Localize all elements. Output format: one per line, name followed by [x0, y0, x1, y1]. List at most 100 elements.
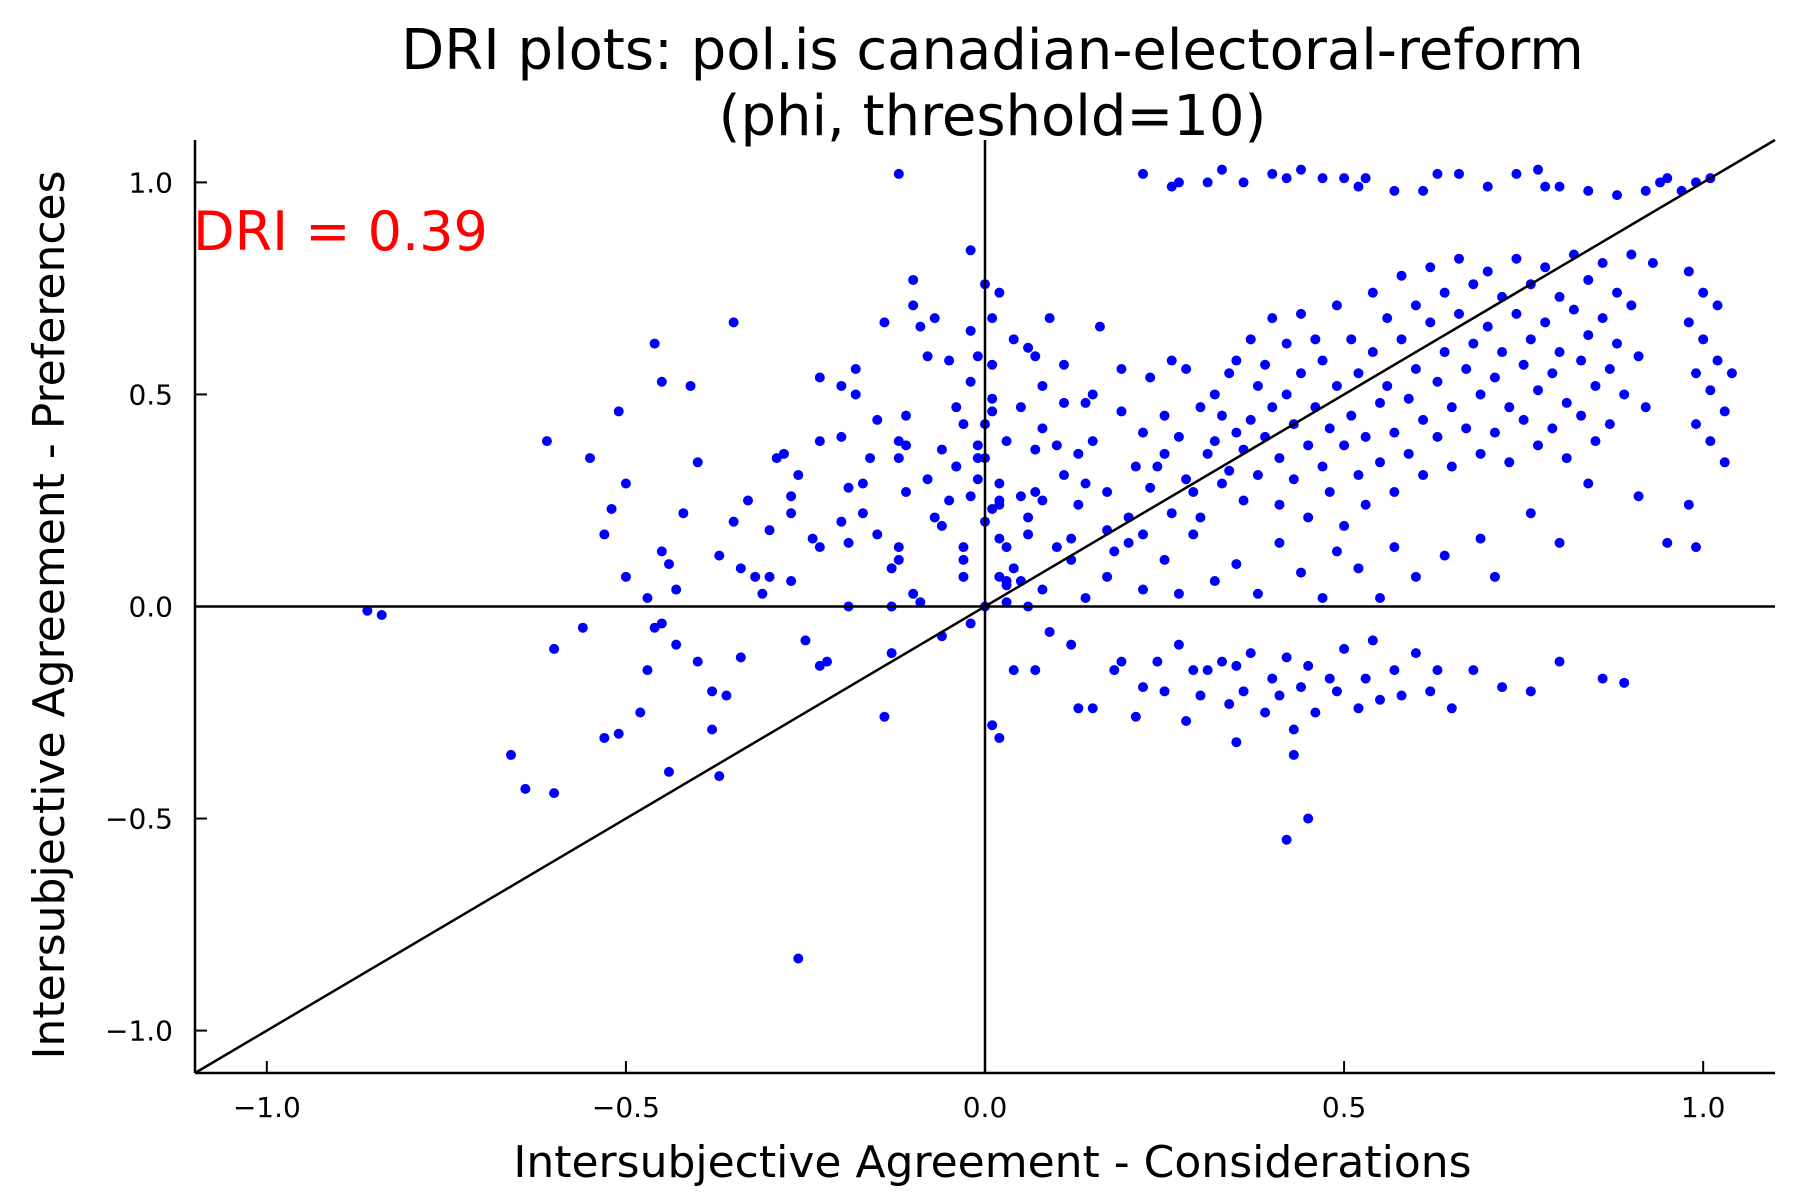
data-point: [671, 584, 682, 595]
data-point: [843, 482, 854, 493]
data-point: [1331, 686, 1342, 697]
data-point: [671, 639, 682, 650]
data-point: [915, 321, 926, 332]
data-point: [1116, 364, 1127, 375]
data-point: [656, 376, 667, 387]
data-point: [1310, 334, 1321, 345]
data-point: [1489, 427, 1500, 438]
data-point: [1209, 576, 1220, 587]
data-point: [814, 436, 825, 447]
data-point: [901, 440, 911, 451]
data-point: [1087, 436, 1098, 447]
data-point: [692, 457, 703, 468]
data-point: [893, 554, 904, 565]
data-point: [822, 656, 832, 667]
data-point: [1109, 665, 1120, 676]
data-point: [901, 486, 911, 497]
data-point: [1612, 287, 1622, 298]
data-point: [1080, 478, 1091, 489]
data-point: [1008, 665, 1019, 676]
data-point: [807, 533, 818, 544]
data-point: [929, 313, 940, 324]
data-point: [757, 588, 768, 599]
data-point: [1224, 699, 1235, 710]
data-point: [987, 406, 998, 417]
data-point: [922, 351, 933, 362]
data-point: [944, 495, 955, 506]
data-point: [1310, 707, 1321, 718]
data-point: [958, 554, 969, 565]
data-point: [994, 287, 1005, 298]
data-point: [958, 419, 969, 430]
data-point: [721, 690, 732, 701]
data-point: [1008, 563, 1019, 574]
data-point: [1640, 185, 1651, 196]
chart-title-line-2: (phi, threshold=10): [718, 84, 1267, 149]
data-point: [901, 410, 911, 421]
data-point: [1173, 639, 1184, 650]
data-point: [1166, 355, 1177, 366]
data-point: [1059, 359, 1069, 370]
data-point: [1296, 368, 1306, 379]
data-point: [1461, 423, 1472, 434]
data-point: [951, 402, 962, 413]
data-point: [1030, 665, 1041, 676]
data-point: [1159, 686, 1170, 697]
data-point: [1044, 313, 1055, 324]
data-point: [1267, 313, 1278, 324]
data-point: [1037, 423, 1048, 434]
data-point: [1604, 419, 1615, 430]
data-point: [1439, 347, 1450, 358]
data-point: [1073, 499, 1084, 510]
dri-annotation: DRI = 0.39: [193, 200, 488, 263]
data-point: [972, 453, 983, 464]
data-point: [1339, 440, 1350, 451]
data-point: [1367, 287, 1378, 298]
data-point: [1202, 665, 1213, 676]
data-point: [872, 529, 883, 540]
data-point: [1059, 470, 1069, 481]
data-point: [1080, 593, 1091, 604]
data-point: [1231, 355, 1242, 366]
chart-title-line-1: DRI plots: pol.is canadian-electoral-ref…: [401, 18, 1584, 83]
data-point: [506, 749, 516, 760]
data-point: [376, 609, 387, 620]
data-point: [1432, 376, 1443, 387]
data-point: [1489, 372, 1500, 383]
data-point: [987, 393, 998, 404]
data-point: [1626, 300, 1637, 311]
data-point: [1102, 486, 1113, 497]
data-point: [1360, 431, 1371, 442]
data-point: [1274, 690, 1285, 701]
data-point: [1288, 749, 1299, 760]
data-point: [1001, 436, 1012, 447]
data-point: [1030, 486, 1041, 497]
data-point: [1202, 448, 1213, 459]
data-point: [1102, 571, 1113, 582]
data-point: [1633, 491, 1644, 502]
data-point: [965, 491, 976, 502]
data-point: [1346, 410, 1357, 421]
y-axis-label: Intersubjective Agreement - Preferences: [24, 170, 75, 1060]
data-point: [1245, 414, 1256, 425]
data-point: [1367, 635, 1378, 646]
data-point: [994, 499, 1005, 510]
data-point: [1719, 457, 1730, 468]
data-point: [951, 461, 962, 472]
data-point: [1583, 330, 1594, 341]
data-point: [1353, 470, 1364, 481]
data-point: [1375, 397, 1385, 408]
data-point: [1001, 597, 1012, 608]
data-point: [922, 474, 933, 485]
data-point: [1497, 682, 1508, 693]
data-point: [1489, 571, 1500, 582]
data-point: [613, 406, 624, 417]
data-point: [599, 529, 610, 540]
data-point: [549, 788, 560, 799]
data-point: [1396, 270, 1407, 281]
data-point: [1281, 173, 1292, 184]
data-point: [1626, 249, 1637, 260]
data-point: [1087, 389, 1098, 400]
data-point: [1561, 397, 1572, 408]
data-point: [735, 563, 746, 574]
